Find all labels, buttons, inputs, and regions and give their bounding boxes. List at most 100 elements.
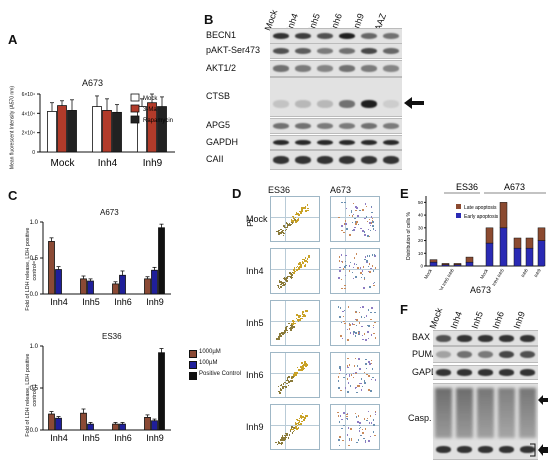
flow-dot (304, 363, 307, 365)
flow-dot (344, 284, 346, 287)
blot-row-label: CAII (206, 154, 224, 164)
flow-dot (300, 264, 303, 266)
blot-band (317, 139, 333, 146)
flow-dot (374, 379, 377, 381)
flow-dot (361, 270, 364, 272)
flow-dot (299, 210, 301, 213)
flow-dot (337, 306, 340, 308)
flow-dot (276, 230, 278, 233)
x-tick-label: Inh4 (50, 297, 68, 307)
flow-dot (288, 433, 290, 436)
flow-dot (285, 279, 287, 281)
flow-dot (374, 311, 376, 314)
flow-dot (281, 387, 284, 390)
blot-band (383, 155, 399, 165)
flow-dot (291, 428, 294, 431)
flow-dot (306, 310, 308, 312)
flow-dot (303, 258, 305, 261)
x-tick-label: Mock (479, 267, 489, 279)
stacked-bar (513, 247, 522, 267)
flow-dot (354, 221, 357, 223)
flow-dot (291, 380, 294, 382)
flow-dot (296, 424, 299, 427)
blot-smear (498, 388, 515, 438)
flow-dot (276, 443, 279, 446)
bar (80, 278, 87, 295)
bar (102, 110, 112, 153)
flow-dot (295, 317, 298, 320)
flow-dot (369, 415, 372, 417)
blot-row-label: BAX (412, 332, 431, 342)
flow-dot (293, 272, 295, 274)
panel-letter-f: F (400, 302, 408, 317)
flow-dot (353, 331, 355, 333)
flow-dot (344, 266, 346, 268)
blot-band (436, 350, 451, 359)
bar (112, 111, 122, 153)
blot-band (295, 47, 311, 55)
flow-dot (280, 388, 282, 391)
flow-dot (340, 321, 343, 324)
flow-plot (270, 300, 320, 346)
flow-dot (340, 389, 342, 392)
flow-dot (348, 322, 351, 325)
blot-band (317, 65, 333, 72)
blot-band (317, 100, 333, 108)
flow-dot (374, 267, 377, 269)
flow-dot (368, 325, 370, 327)
flow-dot (283, 225, 285, 227)
flow-dot (353, 365, 356, 367)
blot-band (295, 32, 311, 40)
flow-dot (282, 436, 285, 439)
blot-band (339, 32, 355, 40)
flow-dot (343, 223, 346, 225)
flow-dot (350, 437, 353, 440)
blot-band (520, 350, 535, 359)
flow-dot (278, 229, 280, 232)
bar (48, 413, 55, 431)
flow-dot (356, 207, 358, 209)
flow-dot (359, 426, 362, 429)
flow-dot (283, 385, 286, 388)
flow-dot (284, 278, 286, 280)
flow-dot (305, 260, 307, 262)
flow-plot (270, 404, 320, 450)
flow-dot (366, 260, 368, 262)
flow-gate-line (345, 197, 346, 241)
flow-dot (296, 422, 298, 425)
flow-dot (354, 412, 357, 414)
blot-band (436, 334, 451, 342)
flow-dot (286, 226, 289, 228)
flow-dot (278, 334, 281, 336)
flow-dot (344, 322, 346, 325)
flow-plot (330, 248, 380, 294)
flow-dot (352, 333, 355, 335)
flow-dot (370, 359, 373, 362)
stacked-bar (499, 202, 508, 229)
flow-dot (358, 333, 360, 336)
flow-row-label: Inh5 (246, 318, 264, 328)
ctsb-arrow-icon (404, 96, 424, 114)
flow-dot (350, 374, 353, 376)
flow-dot (364, 441, 367, 443)
flow-dot (355, 371, 357, 374)
flow-dot (369, 435, 372, 438)
flow-dot (292, 321, 295, 324)
y-tick-label: 30 (418, 225, 424, 230)
stacked-bar (537, 227, 546, 241)
blot-band (520, 369, 535, 376)
flow-dot (358, 430, 361, 432)
stacked-bar (525, 247, 534, 267)
flow-dot (290, 275, 293, 277)
flow-dot (338, 444, 341, 447)
flow-dot (288, 327, 291, 330)
blot-band (457, 369, 472, 376)
flow-dot (283, 232, 285, 235)
flow-dot (367, 331, 369, 333)
flow-dot (301, 420, 303, 423)
stacked-bar (429, 261, 438, 267)
flow-dot (349, 385, 352, 387)
blot-band (499, 350, 514, 359)
flow-dot (278, 332, 281, 335)
bar (119, 423, 126, 431)
